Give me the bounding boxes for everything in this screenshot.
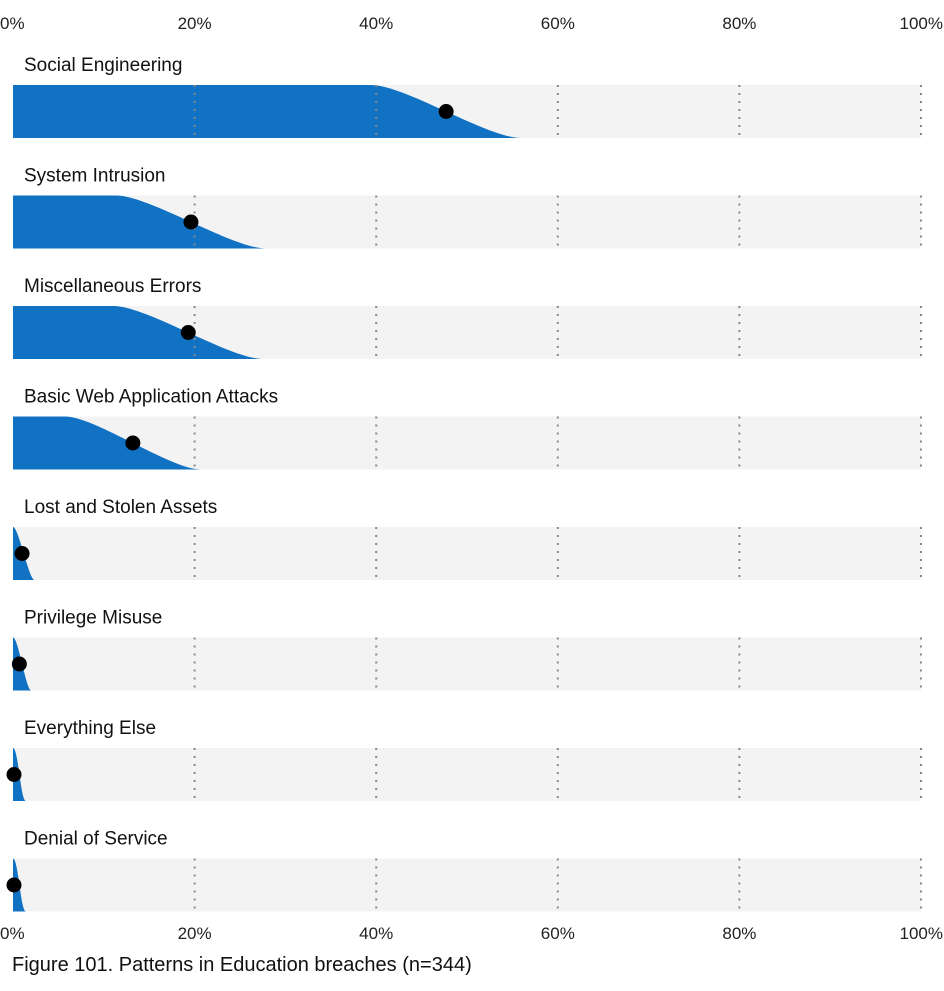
distribution-slab xyxy=(13,306,264,359)
row-track xyxy=(13,858,921,912)
chart-row: Privilege Misuse xyxy=(11,608,922,691)
chart-row: Social Engineering xyxy=(13,55,922,138)
bottom-tick-label: 60% xyxy=(541,924,575,943)
bottom-tick-label: 20% xyxy=(178,924,212,943)
median-point xyxy=(11,656,27,672)
row-track xyxy=(13,527,921,580)
median-point xyxy=(125,435,141,451)
median-point xyxy=(180,325,196,340)
chart-row: Everything Else xyxy=(6,718,922,801)
bottom-tick-label: 100% xyxy=(900,924,943,943)
figure-caption: Figure 101. Patterns in Education breach… xyxy=(12,954,472,976)
category-label: System Intrusion xyxy=(24,166,166,187)
bottom-tick-label: 80% xyxy=(722,924,756,943)
bottom-tick-label: 40% xyxy=(359,924,393,943)
median-point xyxy=(438,104,454,119)
top-tick-label: 100% xyxy=(900,14,943,33)
slab-chart: 0% 20% 40% 60% 80% 100% Social Engineering Sys… xyxy=(0,14,943,943)
category-label: Denial of Service xyxy=(24,829,168,850)
category-label: Miscellaneous Errors xyxy=(24,276,201,297)
median-point xyxy=(6,767,22,782)
median-point xyxy=(183,214,199,230)
bottom-tick-label: 0% xyxy=(0,924,25,943)
chart-row: System Intrusion xyxy=(13,166,922,249)
bottom-axis-ticks: 0% 20% 40% 60% 80% 100% xyxy=(0,924,943,943)
distribution-slab xyxy=(13,85,522,138)
chart-row: Miscellaneous Errors xyxy=(13,276,922,359)
top-axis-ticks: 0% 20% 40% 60% 80% 100% xyxy=(0,14,943,33)
category-label: Privilege Misuse xyxy=(24,608,162,629)
median-point xyxy=(6,877,22,893)
distribution-slab xyxy=(13,416,201,470)
top-tick-label: 40% xyxy=(359,14,393,33)
category-label: Everything Else xyxy=(24,718,156,739)
top-tick-label: 0% xyxy=(0,14,25,33)
median-point xyxy=(14,546,30,561)
chart-rows: Social Engineering System Intrusion Miscel… xyxy=(6,55,922,912)
chart-row: Basic Web Application Attacks xyxy=(13,387,922,470)
category-label: Social Engineering xyxy=(24,55,182,76)
top-tick-label: 20% xyxy=(178,14,212,33)
row-track xyxy=(13,637,921,691)
distribution-slab xyxy=(13,195,266,249)
category-label: Basic Web Application Attacks xyxy=(24,387,278,408)
row-track xyxy=(13,748,921,801)
top-tick-label: 80% xyxy=(722,14,756,33)
category-label: Lost and Stolen Assets xyxy=(24,497,217,518)
top-tick-label: 60% xyxy=(541,14,575,33)
chart-row: Denial of Service xyxy=(6,829,922,912)
chart-row: Lost and Stolen Assets xyxy=(13,497,922,580)
